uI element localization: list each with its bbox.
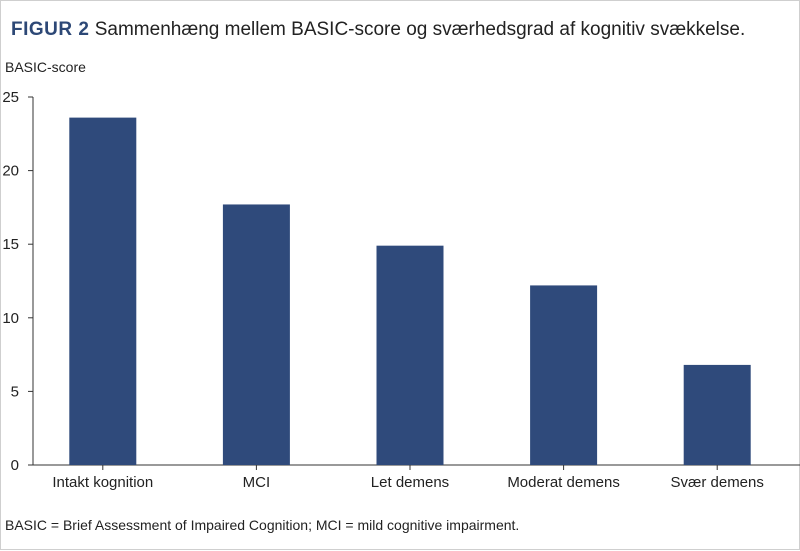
y-tick-label: 0 <box>11 457 19 474</box>
x-tick-label: Intakt kognition <box>52 474 153 491</box>
figure-title-row: FIGUR 2 Sammenhæng mellem BASIC-score og… <box>11 19 745 41</box>
x-tick-label: MCI <box>243 474 271 491</box>
y-tick-label: 15 <box>2 236 19 253</box>
x-tick-label: Svær demens <box>671 474 764 491</box>
y-tick-label: 10 <box>2 310 19 327</box>
bar <box>222 204 290 465</box>
y-axis-label: BASIC-score <box>5 59 86 75</box>
bar <box>69 117 137 465</box>
bar <box>683 364 751 465</box>
y-tick-label: 20 <box>2 163 19 180</box>
figure-caption: BASIC = Brief Assessment of Impaired Cog… <box>5 517 520 533</box>
x-tick-label: Moderat demens <box>507 474 620 491</box>
bar <box>530 285 598 465</box>
figure-title: Sammenhæng mellem BASIC-score og sværhed… <box>94 19 746 40</box>
y-tick-label: 25 <box>2 89 19 106</box>
figure-label: FIGUR 2 <box>11 19 90 40</box>
y-tick-label: 5 <box>11 383 19 400</box>
x-tick-label: Let demens <box>371 474 449 491</box>
bar <box>376 245 444 465</box>
